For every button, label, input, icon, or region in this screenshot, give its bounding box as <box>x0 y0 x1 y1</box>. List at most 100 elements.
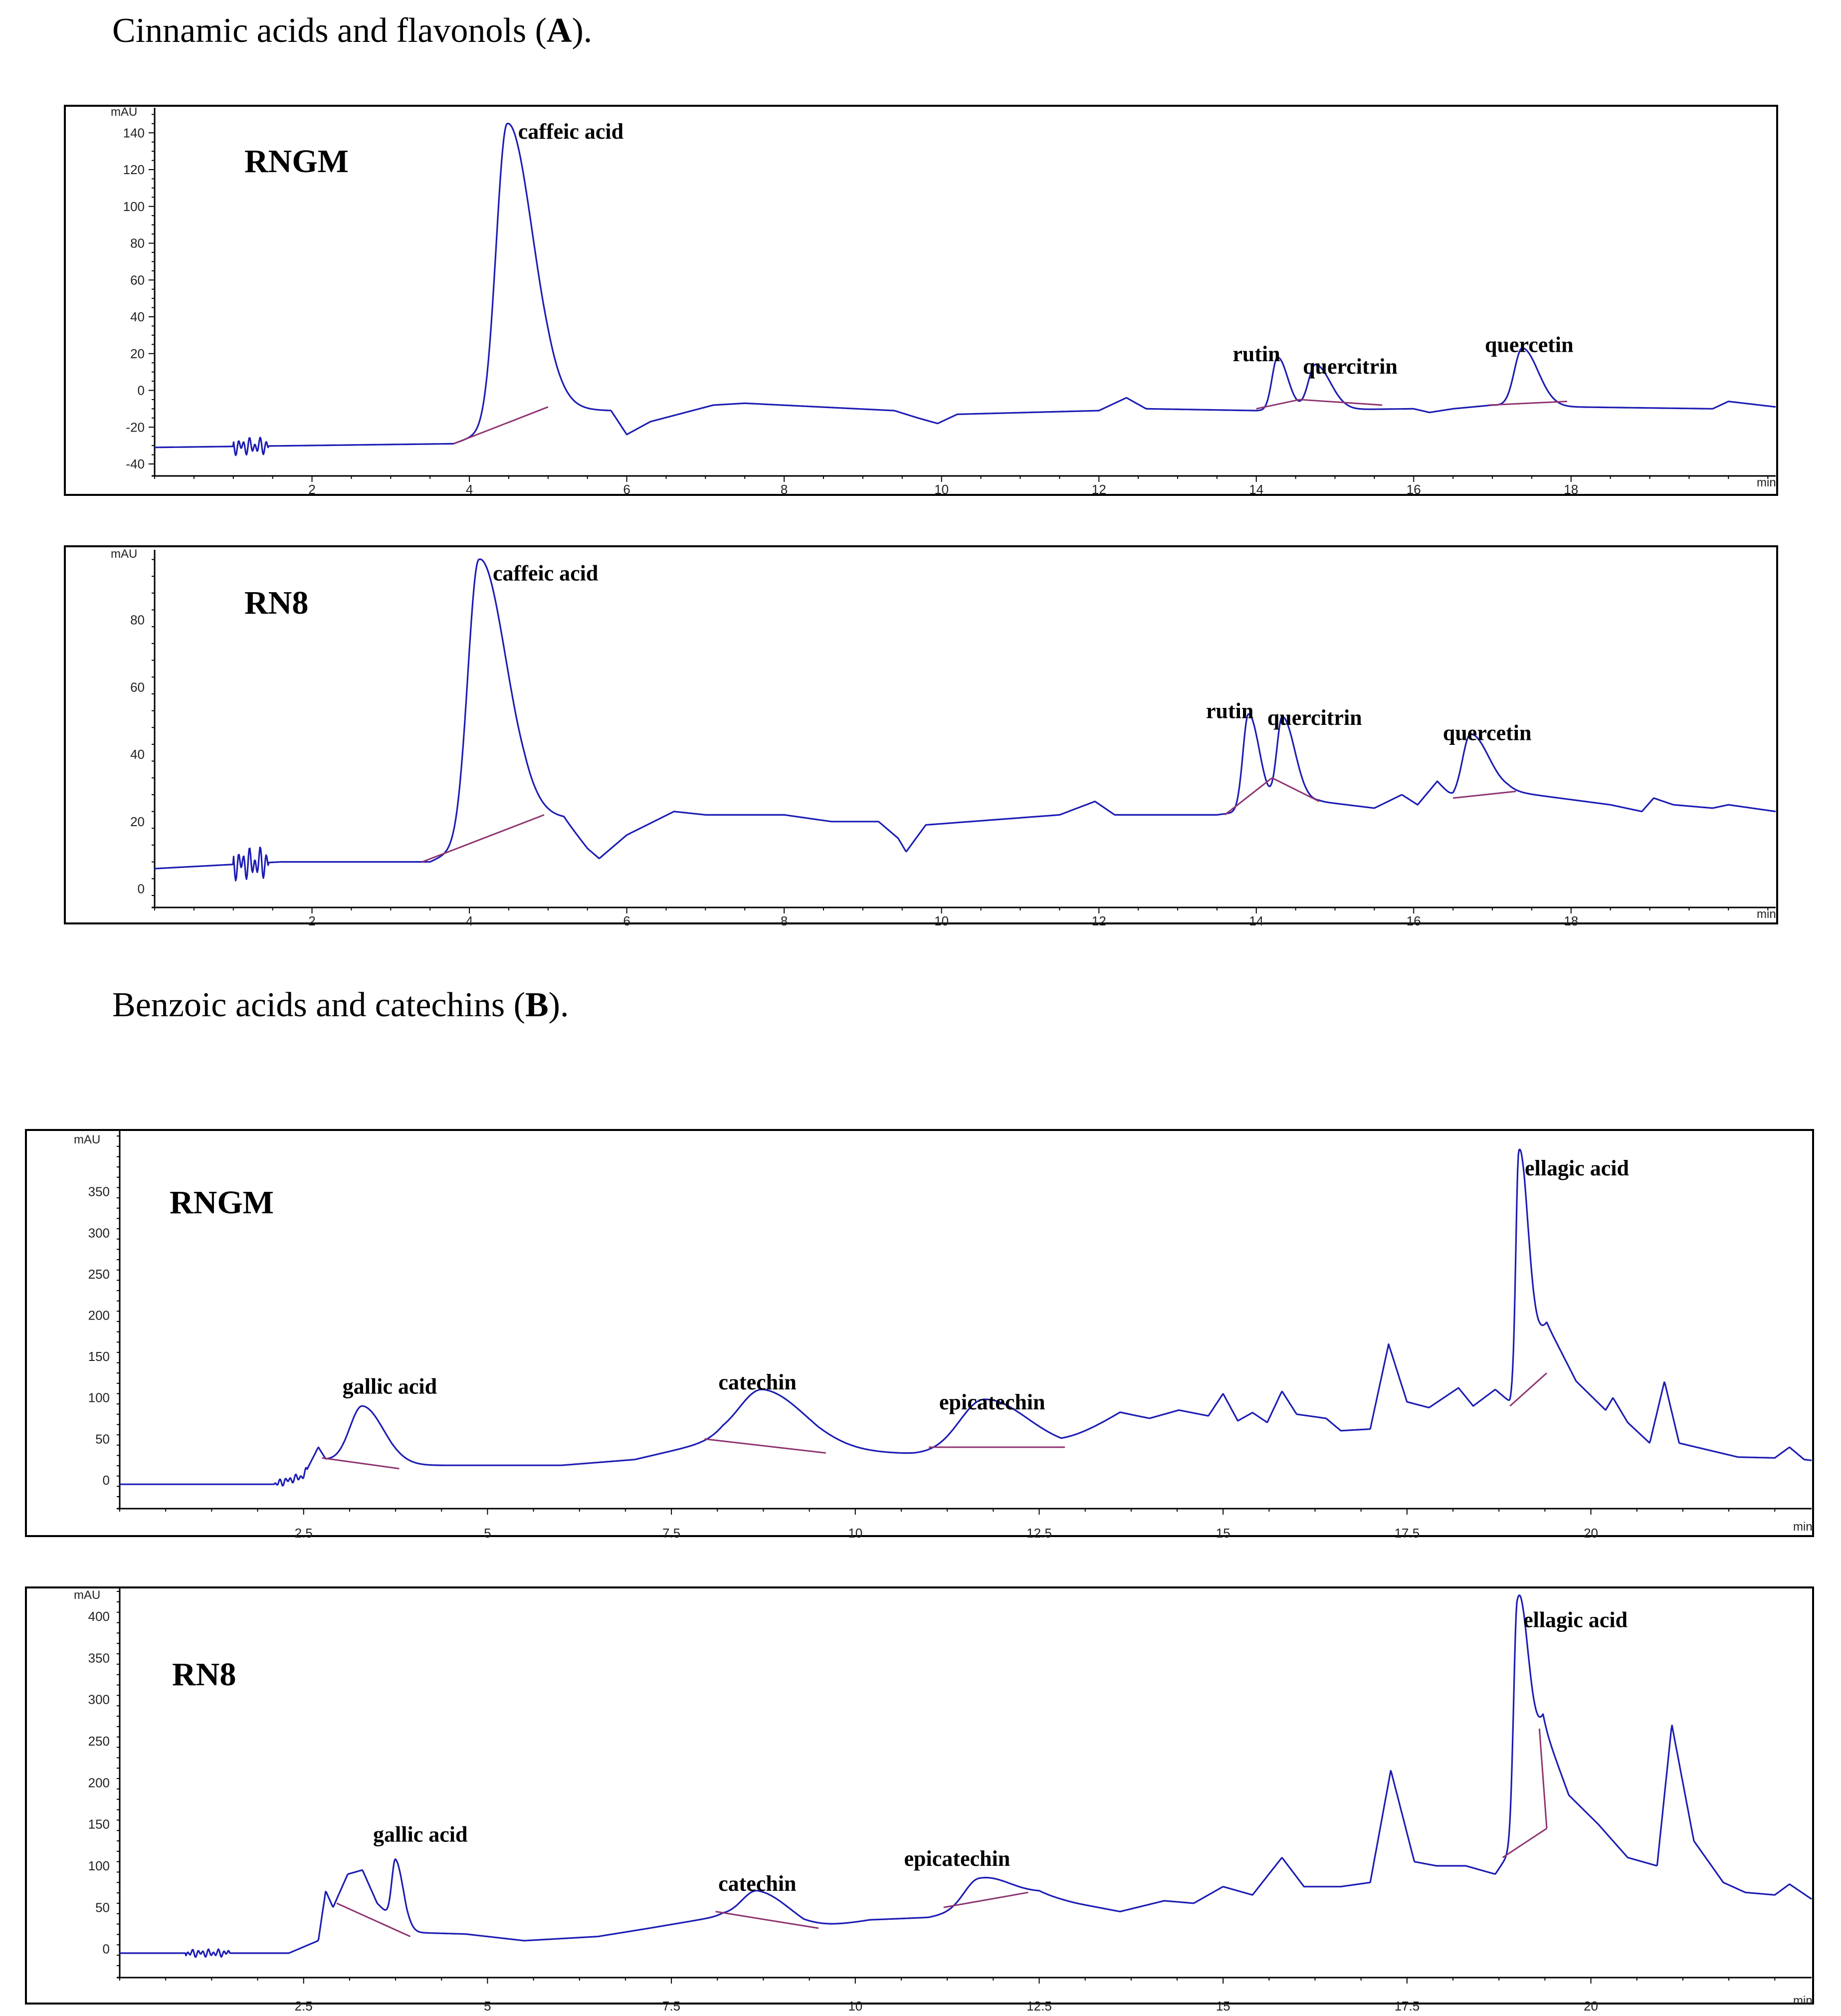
y-tick-label-B2: 50 <box>95 1900 110 1915</box>
x-tick-label-B1: 5 <box>484 1526 491 1541</box>
x-tick-label-B1: 7.5 <box>662 1526 680 1541</box>
integration-baseline-B2 <box>715 1911 819 1929</box>
x-tick-label-A1: 14 <box>1249 482 1263 497</box>
integration-baseline-A1 <box>1488 401 1567 406</box>
x-tick-label-A2: 16 <box>1407 913 1421 928</box>
y-tick-label-A1: 40 <box>130 309 145 324</box>
sample-label-B2: RN8 <box>172 1656 236 1693</box>
y-tick-label-B1: 300 <box>88 1225 110 1240</box>
y-tick-label-A2: 80 <box>130 613 145 628</box>
peak-label-B2: ellagic acid <box>1523 1608 1628 1632</box>
y-tick-label-A1: 140 <box>123 125 145 140</box>
y-tick-label-B2: 400 <box>88 1609 110 1624</box>
x-tick-label-A2: 8 <box>781 913 788 928</box>
y-tick-label-A1: 80 <box>130 236 145 251</box>
x-tick-label-A2: 18 <box>1564 913 1578 928</box>
x-tick-label-A1: 16 <box>1407 482 1421 497</box>
y-unit-label-B2: mAU <box>74 1588 100 1602</box>
integration-baseline-A2 <box>1271 777 1320 802</box>
y-tick-label-A1: 0 <box>138 383 145 398</box>
integration-baseline-A2 <box>1224 777 1273 816</box>
y-tick-label-B2: 300 <box>88 1692 110 1707</box>
peak-label-A1: quercitrin <box>1303 354 1398 379</box>
x-unit-label-B1: min <box>1793 1520 1813 1534</box>
x-tick-label-B2: 5 <box>484 1999 491 2014</box>
integration-baseline-A1 <box>1256 399 1300 410</box>
x-tick-label-B1: 2.5 <box>295 1526 313 1541</box>
peak-label-A1: rutin <box>1232 342 1280 366</box>
x-tick-label-A1: 2 <box>308 482 315 497</box>
heading-b: Benzoic acids and catechins (B). <box>112 985 569 1025</box>
integration-baseline-A2 <box>421 814 545 863</box>
x-tick-label-B1: 20 <box>1584 1526 1598 1541</box>
heading-b-letter: B <box>525 986 549 1024</box>
y-tick-label-B2: 350 <box>88 1650 110 1665</box>
y-tick-label-B1: 200 <box>88 1308 110 1323</box>
y-tick-label-A1: 20 <box>130 346 145 361</box>
chromatogram-panel-b2 <box>25 1586 1814 2005</box>
integration-baseline-A1 <box>453 406 549 445</box>
x-unit-label-A1: min <box>1757 476 1776 489</box>
peak-label-A1: caffeic acid <box>518 119 623 144</box>
peak-label-B1: catechin <box>718 1370 796 1394</box>
x-tick-label-B2: 2.5 <box>295 1999 313 2014</box>
y-tick-label-B2: 150 <box>88 1817 110 1832</box>
y-tick-label-B1: 150 <box>88 1349 110 1364</box>
y-tick-label-B2: 0 <box>103 1942 110 1957</box>
chromatogram-trace-B2 <box>119 1594 1812 1958</box>
y-tick-label-A1: -40 <box>126 456 145 471</box>
x-tick-label-B2: 20 <box>1584 1999 1598 2014</box>
peak-label-B2: gallic acid <box>373 1822 467 1847</box>
heading-a: Cinnamic acids and flavonols (A). <box>112 11 592 51</box>
sample-label-A1: RNGM <box>244 143 349 180</box>
x-tick-label-A2: 10 <box>934 913 949 928</box>
x-unit-label-A2: min <box>1757 907 1776 921</box>
y-tick-label-A1: -20 <box>126 420 145 435</box>
sample-label-A2: RN8 <box>244 585 308 621</box>
chromatogram-trace-A2 <box>154 558 1776 882</box>
x-tick-label-A1: 6 <box>623 482 630 497</box>
x-tick-label-A2: 14 <box>1249 913 1263 928</box>
y-tick-label-A2: 20 <box>130 814 145 829</box>
x-tick-label-A2: 4 <box>466 913 473 928</box>
chromatogram-trace-A1 <box>154 122 1776 456</box>
peak-label-A2: rutin <box>1206 698 1253 723</box>
x-tick-label-B2: 12.5 <box>1026 1999 1052 2014</box>
y-tick-label-A2: 40 <box>130 747 145 762</box>
y-tick-label-B1: 350 <box>88 1184 110 1199</box>
x-tick-label-B2: 7.5 <box>662 1999 680 2014</box>
x-tick-label-A1: 18 <box>1564 482 1578 497</box>
heading-b-text: Benzoic acids and catechins ( <box>112 986 525 1024</box>
y-tick-label-B2: 250 <box>88 1734 110 1749</box>
peak-label-B2: catechin <box>718 1871 796 1896</box>
x-tick-label-B1: 17.5 <box>1395 1526 1420 1541</box>
heading-a-text: Cinnamic acids and flavonols ( <box>112 11 547 50</box>
peak-label-A2: quercitrin <box>1267 705 1362 730</box>
x-tick-label-A2: 2 <box>308 913 315 928</box>
integration-baseline-B2 <box>1502 1827 1547 1858</box>
x-tick-label-A1: 12 <box>1092 482 1106 497</box>
integration-baseline-A1 <box>1299 399 1383 406</box>
y-tick-label-B1: 250 <box>88 1267 110 1282</box>
x-tick-label-B2: 17.5 <box>1395 1999 1420 2014</box>
peak-label-A2: quercetin <box>1443 721 1532 745</box>
sample-label-B1: RNGM <box>170 1184 274 1221</box>
y-tick-label-B1: 0 <box>103 1473 110 1488</box>
x-tick-label-B2: 10 <box>848 1999 862 2014</box>
peak-label-B1: epicatechin <box>939 1390 1045 1414</box>
heading-a-tail: ). <box>572 11 593 50</box>
peak-label-A2: caffeic acid <box>493 561 598 585</box>
chromatogram-panel-b1 <box>25 1129 1814 1537</box>
x-tick-label-B1: 12.5 <box>1026 1526 1052 1541</box>
x-tick-label-A1: 8 <box>781 482 788 497</box>
y-tick-label-A1: 60 <box>130 272 145 287</box>
heading-a-letter: A <box>546 11 572 50</box>
y-tick-label-B1: 100 <box>88 1390 110 1405</box>
y-unit-label-A1: mAU <box>111 105 137 119</box>
y-unit-label-B1: mAU <box>74 1133 100 1146</box>
peak-label-B2: epicatechin <box>904 1846 1011 1871</box>
y-tick-label-A1: 120 <box>123 162 145 177</box>
heading-b-tail: ). <box>548 986 569 1024</box>
peak-label-A1: quercetin <box>1485 333 1574 357</box>
